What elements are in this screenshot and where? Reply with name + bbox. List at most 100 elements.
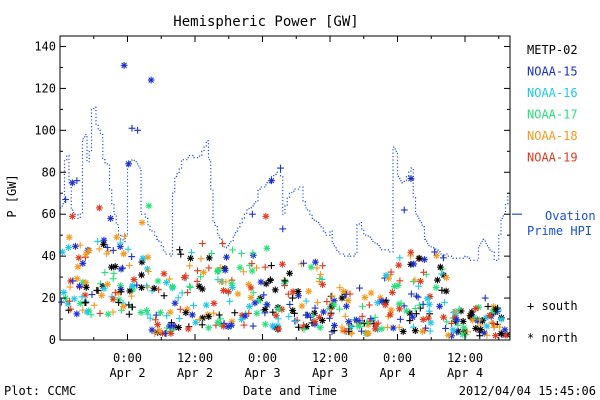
marker-stroke bbox=[395, 262, 402, 268]
star-marker bbox=[72, 242, 79, 250]
star-marker bbox=[234, 290, 242, 298]
star-marker bbox=[294, 288, 302, 295]
star-marker bbox=[395, 261, 403, 269]
plus-marker bbox=[285, 313, 293, 320]
star-marker bbox=[289, 288, 297, 296]
star-marker bbox=[432, 284, 440, 291]
plus-marker bbox=[248, 210, 256, 218]
plus-marker bbox=[431, 248, 439, 256]
star-marker bbox=[76, 300, 84, 307]
star-marker bbox=[344, 297, 352, 305]
plus-marker bbox=[188, 248, 195, 256]
star-marker bbox=[154, 277, 162, 285]
y-tick-label: 120 bbox=[34, 81, 56, 95]
marker-stroke bbox=[460, 318, 467, 325]
star-marker bbox=[148, 326, 156, 334]
star-marker bbox=[436, 263, 444, 271]
plus-marker bbox=[198, 240, 206, 247]
marker-stroke bbox=[409, 314, 416, 320]
star-marker bbox=[73, 310, 81, 318]
marker-stroke bbox=[272, 287, 279, 293]
plus-marker bbox=[197, 255, 205, 263]
star-marker bbox=[274, 305, 282, 313]
star-marker bbox=[307, 263, 315, 271]
star-marker bbox=[417, 277, 424, 285]
marker-stroke bbox=[84, 309, 90, 315]
x-tick-time: 0:00 bbox=[383, 351, 412, 365]
plus-marker bbox=[160, 292, 168, 300]
star-marker bbox=[345, 318, 353, 326]
star-marker bbox=[169, 283, 176, 290]
star-marker bbox=[120, 61, 128, 69]
marker-stroke bbox=[249, 268, 255, 274]
plus-marker bbox=[453, 328, 461, 336]
ovation-line bbox=[60, 106, 509, 261]
plus-marker bbox=[455, 305, 463, 313]
marker-stroke bbox=[461, 324, 467, 331]
plus-marker bbox=[420, 268, 427, 276]
plus-marker bbox=[186, 262, 193, 270]
plus-marker bbox=[358, 312, 366, 320]
plus-marker bbox=[128, 292, 135, 300]
marker-stroke bbox=[391, 283, 398, 290]
marker-stroke bbox=[433, 284, 439, 291]
plus-marker bbox=[124, 245, 132, 253]
plus-marker bbox=[90, 301, 98, 309]
star-marker bbox=[423, 295, 431, 303]
star-marker bbox=[147, 76, 155, 84]
marker-stroke bbox=[263, 213, 269, 220]
marker-stroke bbox=[206, 255, 213, 261]
star-marker bbox=[210, 299, 218, 307]
marker-stroke bbox=[263, 245, 270, 252]
star-marker bbox=[154, 321, 162, 329]
marker-stroke bbox=[143, 307, 150, 314]
marker-stroke bbox=[286, 270, 293, 277]
marker-stroke bbox=[416, 255, 423, 262]
star-marker bbox=[100, 240, 107, 248]
marker-stroke bbox=[235, 291, 241, 297]
plus-marker bbox=[249, 249, 257, 257]
marker-stroke bbox=[83, 279, 89, 286]
marker-stroke bbox=[71, 295, 78, 302]
marker-stroke bbox=[440, 314, 447, 321]
star-marker bbox=[457, 307, 465, 315]
marker-stroke bbox=[410, 261, 417, 267]
marker-stroke bbox=[203, 302, 210, 308]
plus-marker bbox=[476, 316, 483, 324]
star-marker bbox=[75, 254, 83, 262]
star-marker bbox=[388, 289, 396, 296]
plus-marker bbox=[182, 272, 190, 280]
marker-stroke bbox=[215, 319, 221, 326]
plus-marker bbox=[128, 124, 136, 132]
star-marker bbox=[311, 318, 319, 325]
plus-marker bbox=[358, 327, 365, 335]
plus-marker bbox=[109, 275, 117, 283]
plus-marker bbox=[356, 317, 364, 325]
plus-marker bbox=[229, 246, 236, 254]
plus-marker bbox=[195, 315, 203, 323]
marker-stroke bbox=[400, 328, 407, 335]
marker-stroke bbox=[145, 254, 151, 261]
star-marker bbox=[382, 271, 390, 279]
plus-marker bbox=[488, 318, 496, 326]
star-marker bbox=[144, 253, 152, 261]
marker-stroke bbox=[374, 326, 381, 333]
marker-stroke bbox=[426, 301, 433, 308]
star-marker bbox=[214, 268, 221, 275]
marker-stroke bbox=[200, 269, 207, 276]
marker-stroke bbox=[157, 309, 164, 316]
marker-stroke bbox=[459, 331, 466, 338]
star-marker bbox=[81, 291, 89, 299]
star-marker bbox=[275, 325, 283, 333]
plus-marker bbox=[267, 262, 275, 269]
marker-stroke bbox=[312, 318, 318, 325]
plus-marker bbox=[416, 301, 423, 309]
star-marker bbox=[182, 309, 190, 317]
star-marker bbox=[378, 325, 386, 333]
star-marker bbox=[68, 212, 76, 220]
plus-marker bbox=[198, 321, 206, 329]
star-marker bbox=[381, 301, 389, 309]
marker-stroke bbox=[168, 330, 174, 337]
plus-marker bbox=[174, 294, 182, 302]
marker-stroke bbox=[443, 288, 450, 294]
